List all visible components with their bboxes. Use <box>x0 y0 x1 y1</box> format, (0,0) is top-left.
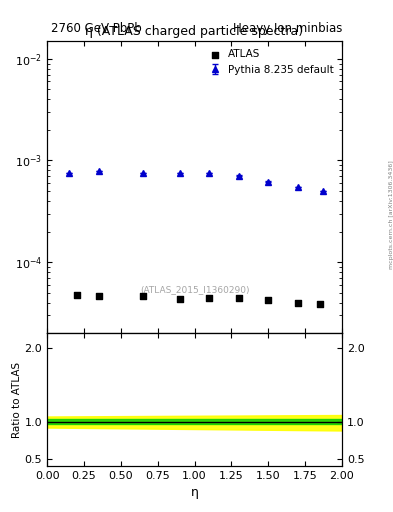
Title: η (ATLAS charged particle spectra): η (ATLAS charged particle spectra) <box>85 26 304 38</box>
ATLAS <box>95 292 102 301</box>
ATLAS <box>295 299 301 307</box>
Y-axis label: Ratio to ATLAS: Ratio to ATLAS <box>12 361 22 438</box>
Text: Heavy Ion minbias: Heavy Ion minbias <box>233 22 342 35</box>
ATLAS <box>177 295 183 303</box>
Text: 2760 GeV PbPb: 2760 GeV PbPb <box>51 22 142 35</box>
Text: (ATLAS_2015_I1360290): (ATLAS_2015_I1360290) <box>140 285 249 294</box>
ATLAS <box>140 292 146 301</box>
ATLAS <box>265 296 271 305</box>
ATLAS <box>317 300 323 308</box>
X-axis label: η: η <box>191 486 198 499</box>
ATLAS <box>73 291 80 300</box>
ATLAS <box>236 294 242 302</box>
Legend: ATLAS, Pythia 8.235 default: ATLAS, Pythia 8.235 default <box>204 46 337 78</box>
ATLAS <box>206 294 213 302</box>
Text: mcplots.cern.ch [arXiv:1306.3436]: mcplots.cern.ch [arXiv:1306.3436] <box>389 161 393 269</box>
